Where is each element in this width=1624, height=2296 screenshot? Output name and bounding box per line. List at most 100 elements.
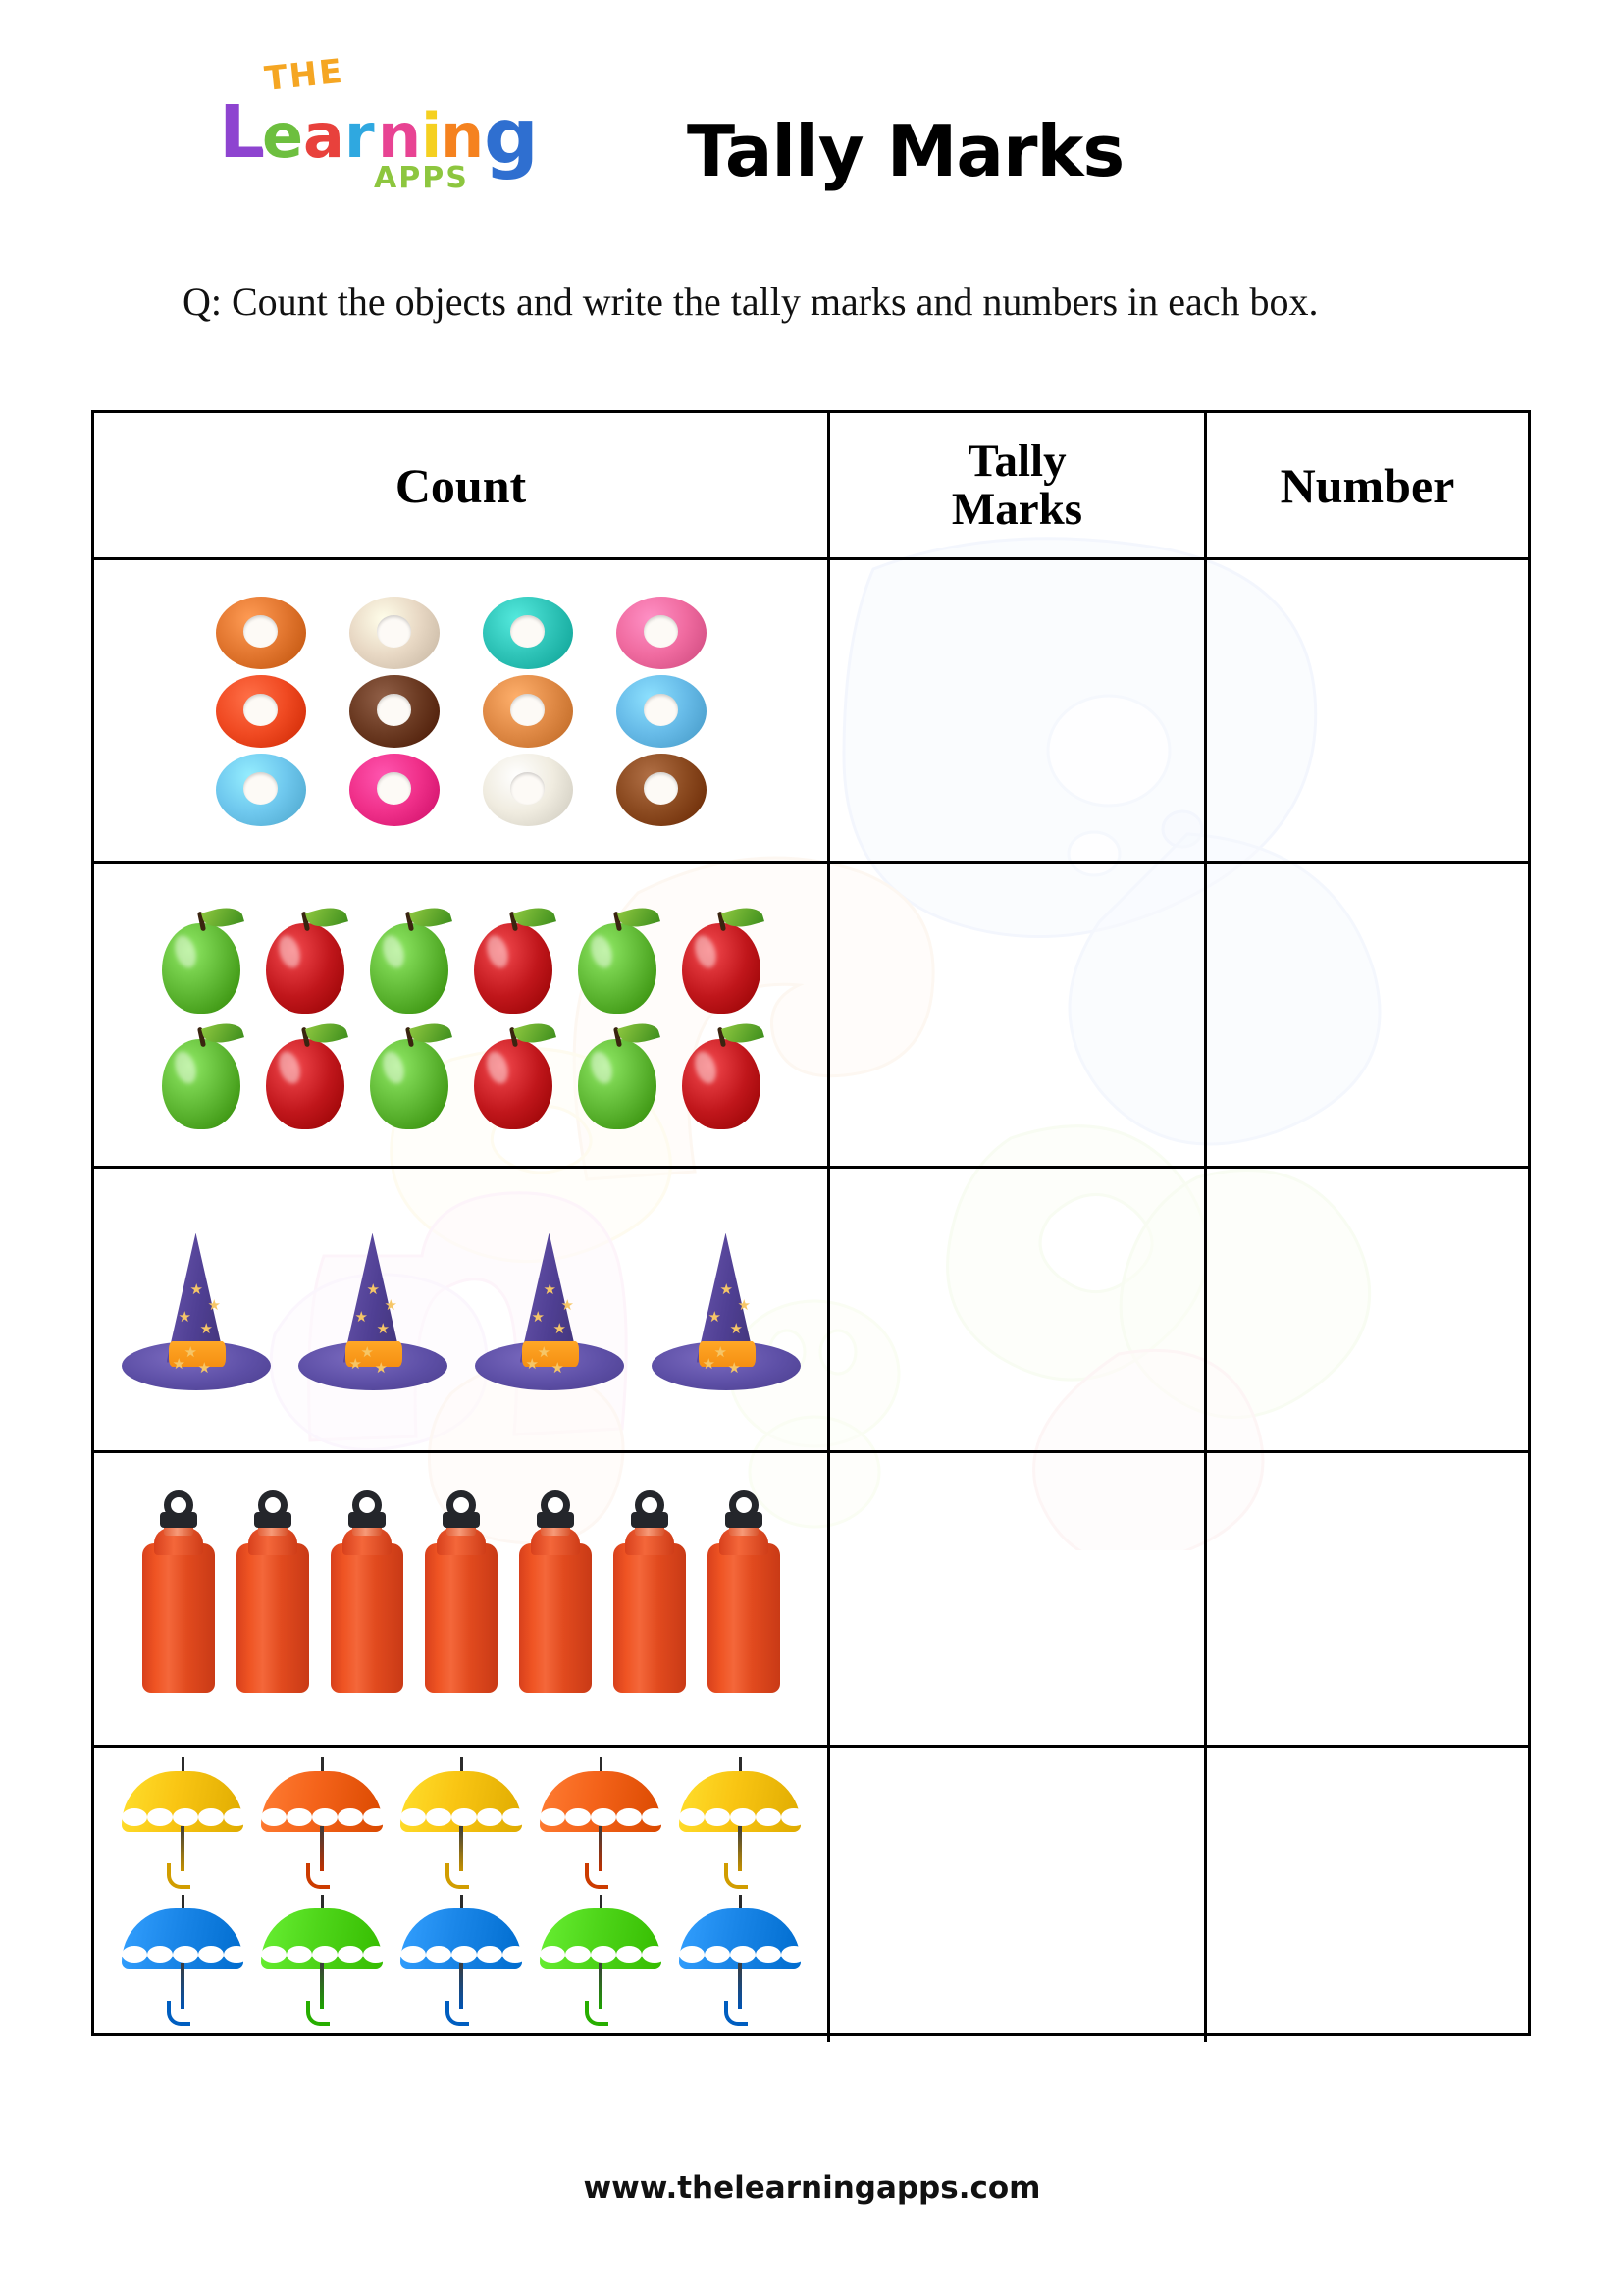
number-answer-cell[interactable] — [1207, 1453, 1528, 1745]
tally-answer-cell[interactable] — [830, 1169, 1207, 1450]
header-cell-count: Count — [94, 413, 830, 557]
svg-text:n: n — [441, 100, 484, 172]
svg-text:r: r — [344, 100, 375, 172]
svg-text:L: L — [219, 90, 265, 175]
water-bottle-icon — [325, 1489, 409, 1693]
umbrella-icon — [260, 1757, 389, 1895]
water-bottle-icon — [231, 1489, 315, 1693]
tally-answer-cell[interactable] — [830, 560, 1207, 861]
apple-icon — [572, 1016, 662, 1131]
number-answer-value[interactable] — [1207, 1453, 1528, 1745]
svg-text:n: n — [378, 100, 421, 172]
count-cell-apples — [94, 864, 830, 1166]
svg-text:e: e — [262, 100, 303, 172]
tally-answer-cell[interactable] — [830, 1748, 1207, 2042]
thelearningapps-logo: THE L e a r n i n g APPS — [201, 47, 554, 194]
water-bottle-icon — [702, 1489, 786, 1693]
apple-icon — [676, 1016, 766, 1131]
donut-icon — [615, 753, 707, 826]
apple-icon — [364, 1016, 454, 1131]
svg-text:i: i — [421, 100, 442, 172]
number-answer-cell[interactable] — [1207, 864, 1528, 1166]
table-row — [94, 864, 1528, 1169]
number-answer-cell[interactable] — [1207, 560, 1528, 861]
object-row — [113, 1895, 810, 2032]
tally-answer-cell[interactable] — [830, 864, 1207, 1166]
object-row — [113, 1757, 810, 1895]
umbrella-icon — [260, 1895, 389, 2032]
tally-worksheet-table: Count Tally Marks Number ★ ★ ★ ★ ★ ★ ★ ★ ★ ★ ★ ★ ★ ★ ★… — [91, 410, 1531, 2042]
object-row: ★ ★ ★ ★ ★ ★ ★ ★ ★ ★ ★ ★ ★ ★ ★ ★ ★ ★ ★ ★ ★ ★ ★ ★ ★ ★ ★ ★ — [108, 1224, 814, 1396]
number-answer-value[interactable] — [1207, 1169, 1528, 1450]
umbrella-icon — [399, 1895, 528, 2032]
umbrella-icon — [678, 1895, 807, 2032]
apple-icon — [572, 900, 662, 1016]
table-row — [94, 1453, 1528, 1748]
donut-icon — [215, 753, 306, 826]
apple-icon — [468, 1016, 558, 1131]
table-row: ★ ★ ★ ★ ★ ★ ★ ★ ★ ★ ★ ★ ★ ★ ★ ★ ★ ★ ★ ★ ★ ★ ★ ★ ★ ★ ★ ★ — [94, 1169, 1528, 1453]
apple-icon — [156, 1016, 246, 1131]
water-bottle-icon — [607, 1489, 692, 1693]
donut-icon — [482, 596, 573, 669]
apple-icon — [260, 900, 350, 1016]
donut-icon — [615, 674, 707, 748]
apple-icon — [364, 900, 454, 1016]
number-answer-value[interactable] — [1207, 560, 1528, 861]
tally-answer-value[interactable] — [830, 560, 1204, 861]
donut-icon — [215, 674, 306, 748]
count-cell-wizard-hats: ★ ★ ★ ★ ★ ★ ★ ★ ★ ★ ★ ★ ★ ★ ★ ★ ★ ★ ★ ★ ★ ★ ★ ★ ★ ★ ★ ★ — [94, 1169, 830, 1450]
wizard-hat-icon: ★ ★ ★ ★ ★ ★ ★ — [474, 1224, 624, 1396]
tally-answer-value[interactable] — [830, 1453, 1204, 1745]
tally-answer-value[interactable] — [830, 1169, 1204, 1450]
footer-url: www.thelearningapps.com — [583, 2170, 1041, 2206]
number-answer-cell[interactable] — [1207, 1169, 1528, 1450]
page-title: Tally Marks — [687, 110, 1125, 192]
object-row — [194, 672, 728, 751]
header-cell-tally-marks: Tally Marks — [830, 413, 1207, 557]
table-row — [94, 560, 1528, 864]
donut-icon — [482, 674, 573, 748]
tally-answer-value[interactable] — [830, 1748, 1204, 2042]
object-row — [131, 1489, 791, 1693]
svg-text:APPS: APPS — [374, 161, 469, 194]
count-cell-umbrellas — [94, 1748, 830, 2042]
object-row — [194, 594, 728, 672]
water-bottle-icon — [136, 1489, 221, 1693]
object-row — [149, 1016, 773, 1131]
tally-answer-cell[interactable] — [830, 1453, 1207, 1745]
svg-text:THE: THE — [263, 52, 346, 99]
water-bottle-icon — [419, 1489, 503, 1693]
object-group — [94, 864, 827, 1166]
object-row — [194, 751, 728, 829]
apple-icon — [260, 1016, 350, 1131]
umbrella-icon — [399, 1757, 528, 1895]
umbrella-icon — [539, 1757, 667, 1895]
number-answer-cell[interactable] — [1207, 1748, 1528, 2042]
donut-icon — [482, 753, 573, 826]
count-cell-donuts — [94, 560, 830, 861]
header-label-tally-line2: Marks — [951, 483, 1083, 535]
donut-icon — [348, 674, 440, 748]
svg-text:g: g — [484, 93, 539, 182]
object-group — [94, 1748, 827, 2042]
umbrella-icon — [121, 1757, 249, 1895]
umbrella-icon — [121, 1895, 249, 2032]
table-row — [94, 1748, 1528, 2042]
object-row — [149, 900, 773, 1016]
water-bottle-icon — [513, 1489, 598, 1693]
tally-answer-value[interactable] — [830, 864, 1204, 1166]
donut-icon — [348, 596, 440, 669]
header-cell-number: Number — [1207, 413, 1528, 557]
apple-icon — [676, 900, 766, 1016]
wizard-hat-icon: ★ ★ ★ ★ ★ ★ ★ — [651, 1224, 801, 1396]
question-text: Q: Count the objects and write the tally… — [183, 280, 1319, 324]
table-header-row: Count Tally Marks Number — [94, 413, 1528, 560]
header-label-tally-line1: Tally — [968, 435, 1067, 487]
umbrella-icon — [678, 1757, 807, 1895]
number-answer-value[interactable] — [1207, 1748, 1528, 2042]
wizard-hat-icon: ★ ★ ★ ★ ★ ★ ★ — [121, 1224, 271, 1396]
page-header: THE L e a r n i n g APPS Tally Marks — [0, 0, 1624, 265]
number-answer-value[interactable] — [1207, 864, 1528, 1166]
wizard-hat-icon: ★ ★ ★ ★ ★ ★ ★ — [297, 1224, 447, 1396]
